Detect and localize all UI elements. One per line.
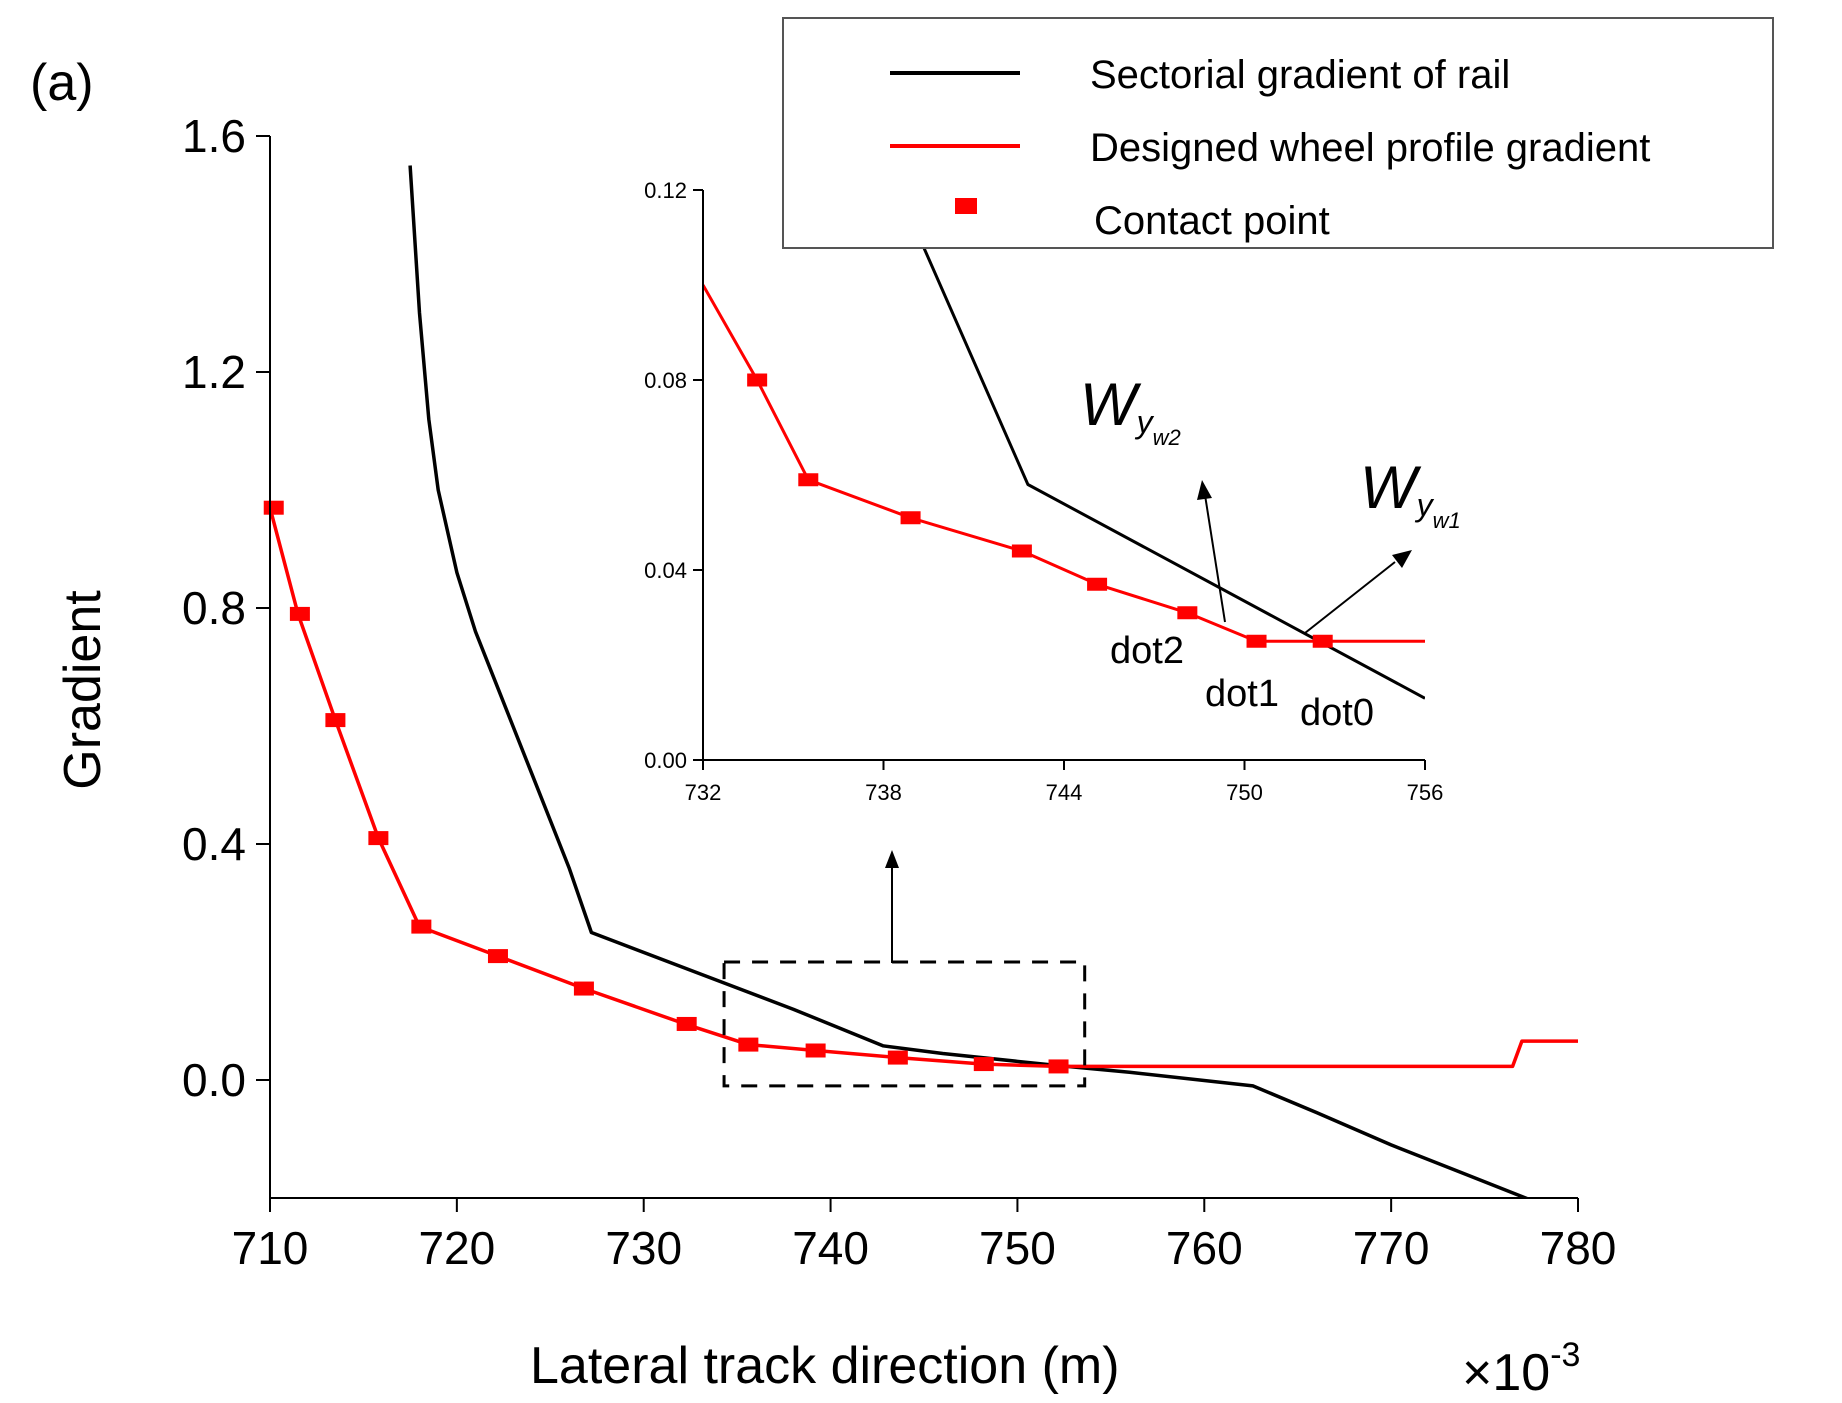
w1-sub: y [1415,487,1435,523]
main-contact-point [368,831,389,846]
legend-box [782,17,1774,249]
annotation-dot1: dot1 [1205,673,1279,715]
inset-series [703,190,1425,700]
main-contact-point [411,919,432,934]
annotation-dot0: dot0 [1300,692,1374,734]
main-contact-point [325,713,346,728]
w2-base: W [1080,371,1142,438]
inset-xtick-label-756: 756 [1407,780,1444,805]
x-multiplier-exp: -3 [1550,1336,1580,1374]
arrow-w2-head [1197,480,1212,500]
arrow-w1-line [1304,561,1396,634]
main-ytick-label-1.2: 1.2 [182,346,246,398]
main-contact-point [289,606,310,621]
w1-subsub: w1 [1433,508,1461,533]
main-contact-point [676,1016,697,1031]
main-contact-point [263,500,284,515]
legend-label-rail: Sectorial gradient of rail [1090,53,1510,97]
main-contact-point [487,949,508,964]
w2-sub: y [1135,404,1155,440]
annotation-dot2: dot2 [1110,630,1184,672]
inset-xtick-label-732: 732 [685,780,722,805]
inset-ytick-label-0.12: 0.12 [644,178,687,203]
label-w-y-w2: Wyw2 [1080,371,1181,450]
main-ytick-label-0.4: 0.4 [182,818,246,870]
x-axis-multiplier: ×10-3 [1462,1336,1580,1402]
main-contact-point [1048,1059,1069,1074]
main-ytick-label-0.0: 0.0 [182,1054,246,1106]
inset-contact-point [1087,577,1108,591]
inset-ytick-label-0.04: 0.04 [644,558,687,583]
inset-contact-point [1011,544,1032,558]
arrow-w2-line [1204,494,1226,623]
main-xtick-label-770: 770 [1353,1222,1430,1274]
inset-xtick-label-738: 738 [865,780,902,805]
zoom-arrow-head [885,850,899,868]
x-axis-title: Lateral track direction (m) [530,1337,1120,1395]
main-series-wheel-gradient [270,507,1578,1069]
w1-base: W [1360,454,1422,521]
main-xtick-label-720: 720 [418,1222,495,1274]
main-ticks: 710 720 730 740 750 760 770 780 0.0 0.4 0.8 1.2 1.6 [182,110,1616,1274]
inset-xtick-label-750: 750 [1226,780,1263,805]
inset-contact-point [747,373,768,387]
inset-contact-point [1246,634,1267,648]
inset-ytick-label-0.08: 0.08 [644,368,687,393]
main-xtick-label-730: 730 [605,1222,682,1274]
main-plot: 710 720 730 740 750 760 770 780 0.0 0.4 0.8 1.2 1.6 [182,110,1616,1274]
arrow-w1-head [1392,550,1412,568]
inset-ytick-label-0.00: 0.00 [644,748,687,773]
main-ytick-label-0.8: 0.8 [182,582,246,634]
main-xtick-label-750: 750 [979,1222,1056,1274]
panel-label: (a) [30,54,94,112]
main-contact-point [738,1037,759,1052]
x-multiplier-base: ×10 [1462,1344,1550,1402]
inset-plot: 732 738 744 750 756 0.00 0.04 0.08 0.12 [644,178,1443,805]
main-contact-point [973,1057,994,1072]
inset-contact-point [798,473,819,487]
legend-label-contact: Contact point [1094,199,1330,243]
legend: Sectorial gradient of rail Designed whee… [782,17,1774,249]
zoom-box [722,960,1087,1088]
inset-contact-point [1312,634,1333,648]
w2-subsub: w2 [1153,425,1181,450]
main-series-rail-gradient [408,165,1531,1198]
main-xtick-label-740: 740 [792,1222,869,1274]
inset-ticks: 732 738 744 750 756 0.00 0.04 0.08 0.12 [644,178,1443,805]
label-w-y-w1: Wyw1 [1360,454,1461,533]
y-axis-title: Gradient [54,590,112,790]
main-contact-point [805,1043,826,1058]
inset-xtick-label-744: 744 [1046,780,1083,805]
main-series [263,165,1578,1198]
inset-contact-point [1177,606,1198,620]
legend-label-wheel: Designed wheel profile gradient [1090,126,1650,170]
main-xtick-label-780: 780 [1540,1222,1617,1274]
main-ytick-label-1.6: 1.6 [182,110,246,162]
legend-swatch-contact [955,198,977,214]
main-contact-point [887,1050,908,1065]
inset-series-wheel-gradient [703,284,1425,643]
main-contact-point [573,981,594,996]
main-xtick-label-760: 760 [1166,1222,1243,1274]
main-xtick-label-710: 710 [232,1222,309,1274]
inset-series-rail-gradient [897,190,1425,700]
inset-contact-point [900,511,921,525]
